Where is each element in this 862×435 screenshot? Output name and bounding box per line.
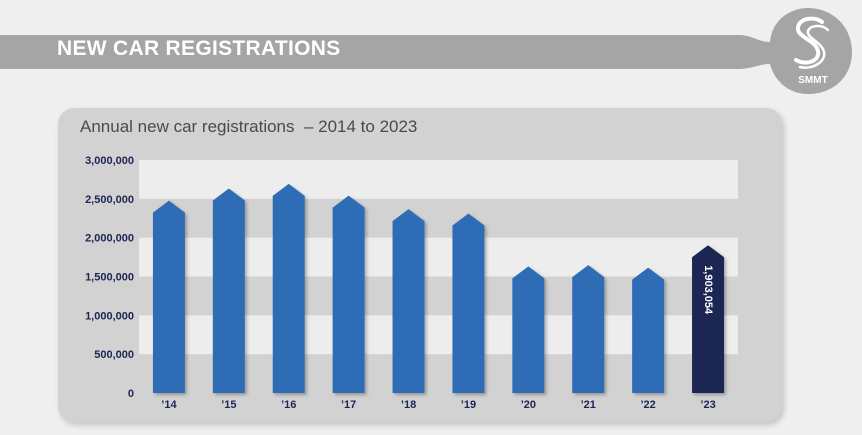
bar xyxy=(512,266,545,393)
bar-data-label: 1,903,054 xyxy=(702,265,714,315)
bar xyxy=(212,188,245,393)
bar xyxy=(392,209,425,393)
x-tick-label: ’21 xyxy=(581,399,596,411)
x-tick-label: ’15 xyxy=(221,399,236,411)
x-tick-label: ’14 xyxy=(161,399,177,411)
grid-band xyxy=(139,160,738,199)
y-tick-label: 0 xyxy=(128,388,134,400)
x-tick-label: ’18 xyxy=(401,399,416,411)
y-tick-label: 2,500,000 xyxy=(85,194,134,206)
bar xyxy=(632,267,665,393)
x-tick-label: ’17 xyxy=(341,399,356,411)
y-axis: 0 500,000 1,000,000 1,500,000 2,000,000 2,500… xyxy=(85,155,134,400)
x-tick-label: ’16 xyxy=(281,399,296,411)
smmt-logo-icon xyxy=(794,16,830,69)
header-banner xyxy=(0,8,852,94)
y-tick-label: 3,000,000 xyxy=(85,155,134,167)
y-tick-label: 1,000,000 xyxy=(85,310,134,322)
x-tick-label: ’20 xyxy=(521,399,536,411)
bar xyxy=(332,195,365,393)
logo-text: SMMT xyxy=(798,75,828,86)
chart-title: Annual new car registrations – 2014 to 2… xyxy=(80,117,418,136)
bar xyxy=(692,245,725,393)
bar xyxy=(452,213,485,393)
bar xyxy=(272,183,305,393)
bar xyxy=(572,265,605,393)
x-tick-label: ’22 xyxy=(641,399,656,411)
y-tick-label: 2,000,000 xyxy=(85,233,134,245)
y-tick-label: 1,500,000 xyxy=(85,272,134,284)
bar xyxy=(152,200,185,393)
y-tick-label: 500,000 xyxy=(94,349,134,361)
banner-bar xyxy=(0,8,852,94)
bars xyxy=(152,183,725,393)
x-axis: ’14 ’15 ’16 ’17 ’18 ’19 ’20 ’21 ’22 ’23 xyxy=(161,399,715,411)
x-tick-label: ’23 xyxy=(700,399,715,411)
page-title: NEW CAR REGISTRATIONS xyxy=(57,37,341,60)
x-tick-label: ’19 xyxy=(461,399,476,411)
data-labels: 1,903,054 xyxy=(702,265,714,315)
